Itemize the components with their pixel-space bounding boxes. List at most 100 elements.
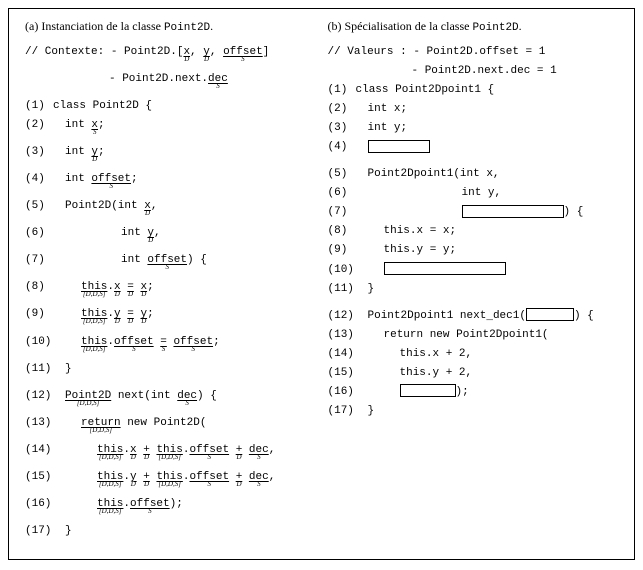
a-l6-s: D [147,237,154,244]
a-l16-os: S [130,508,170,515]
a-l4: (4)int offsetS; [25,171,316,188]
b-l13-b: return new Point2Dpoint1( [356,327,549,344]
ctx-close: ] [263,46,270,58]
ctx-off-sub: S [223,56,263,63]
b-l17-b: } [356,403,375,420]
a-l13-tail: new Point2D( [121,417,207,429]
a-l16-ths: [D,D,S] [97,508,123,515]
caption-a-class: Point2D [164,22,210,34]
b-l9-b: this.y = y; [356,242,457,259]
a-l3-kw: int [65,146,91,158]
a-l16: (16)this[D,D,S].offsetS); [25,496,316,513]
a-l8: (8)this[D,D,S].xD =D xD; [25,279,316,296]
b-l1: (1)class Point2Dpoint1 { [328,82,619,99]
b-l2: (2)int x; [328,101,619,118]
b-l9: (9)this.y = y; [328,242,619,259]
a-l2-s: S [91,129,98,136]
semi: ; [213,336,220,348]
dot: . [123,471,130,483]
b-l12-open: ( [519,310,526,322]
a-l12-ts: [D,D,S] [65,400,111,407]
a-l1: (1)class Point2D { [25,98,316,115]
a-l8-fs: D [114,291,121,298]
comma: , [151,200,158,212]
caption-b: (b) Spécialisation de la classe Point2D. [328,19,619,34]
a-l14-p2s: D [236,454,243,461]
comma: , [269,444,276,456]
a-l11-b: } [53,361,72,378]
a-l16-tail: ); [170,498,183,510]
val-line-1: // Valeurs : - Point2D.offset = 1 [328,44,619,61]
a-l8-rs: D [140,291,147,298]
caption-a: (a) Instanciation de la classe Point2D. [25,19,316,34]
ctx2-pre: - Point2D.next. [109,73,208,85]
panel-b: (b) Spécialisation de la classe Point2D.… [322,19,625,545]
semi: ; [131,173,138,185]
a-l17-b: } [53,523,72,540]
a-l10-fs: S [114,346,154,353]
a-l14-os: S [189,454,229,461]
b-l2-b: int x; [356,101,408,118]
b-l13: (13)return new Point2Dpoint1( [328,327,619,344]
b-l16-tail: ); [456,386,469,398]
ctx-line-1: // Contexte: - Point2D.[xD, yD, offsetS] [25,44,316,61]
a-l7-tail: ) { [187,254,207,266]
a-l4-kw: int [65,173,91,185]
semi: ; [98,146,105,158]
b-l5-b: Point2Dpoint1(int x, [356,166,500,183]
caption-b-text: (b) Spécialisation de la classe [328,19,473,33]
b-l7: (7)) { [328,204,619,221]
a-l5: (5)Point2D(int xD, [25,198,316,215]
a-l2-kw: int [65,119,91,131]
dot: . [123,444,130,456]
a-l14: (14)this[D,D,S].xD +D this[D,D,S].offset… [25,442,316,459]
dot: . [183,471,190,483]
a-l13-rs: [D,D,S] [81,427,121,434]
a-l10: (10)this[D,D,S].offsetS =S offsetS; [25,334,316,351]
a-l5-s: D [144,210,151,217]
semi: ; [147,281,154,293]
comma: , [154,227,161,239]
a-l6: (6)int yD, [25,225,316,242]
a-l10-eqs: S [160,346,167,353]
ctx1-pre: // Contexte: - Point2D.[ [25,46,183,58]
b-l12: (12)Point2Dpoint1 next_dec1() { [328,308,619,325]
b-l17: (17)} [328,403,619,420]
a-l15-p2s: D [236,481,243,488]
a-l7: (7)int offsetS) { [25,252,316,269]
a-l17: (17)} [25,523,316,540]
b-l14: (14)this.x + 2, [328,346,619,363]
caption-b-class: Point2D [472,22,518,34]
v1: // Valeurs : - Point2D.offset = 1 [328,44,546,61]
b-l11: (11)} [328,281,619,298]
a-l12-ds: S [177,400,197,407]
a-l12-tail: ) { [197,390,217,402]
a-l7-kw: int [121,254,147,266]
blank-box-4 [368,140,430,153]
b-l14-b: this.x + 2, [356,346,473,363]
a-l15: (15)this[D,D,S].yD +D this[D,D,S].offset… [25,469,316,486]
a-l1-body: class Point2D { [53,98,152,115]
a-l14-ths: [D,D,S] [97,454,123,461]
a-l9-eqs: D [127,318,134,325]
dot: . [107,336,114,348]
b-l15: (15)this.y + 2, [328,365,619,382]
b-l4: (4) [328,139,619,156]
ctx-line-2: - Point2D.next.decS [25,71,316,88]
panel-a: (a) Instanciation de la classe Point2D. … [19,19,322,545]
ctx-dec-sub: S [208,83,228,90]
b-l5: (5)Point2Dpoint1(int x, [328,166,619,183]
a-l4-s: S [91,183,131,190]
b-l10: (10) [328,262,619,279]
a-l9-ths: [D,D,S] [81,318,107,325]
semi: ; [98,119,105,131]
dot: . [123,498,130,510]
b-l12-tail: ) { [574,310,594,322]
a-l14-th2s: [D,D,S] [156,454,182,461]
blank-box-10 [384,262,506,275]
dot: . [183,444,190,456]
a-l15-os: S [189,481,229,488]
v2: - Point2D.next.dec = 1 [328,63,557,80]
a-l14-xs: D [130,454,137,461]
dot: . [107,308,114,320]
